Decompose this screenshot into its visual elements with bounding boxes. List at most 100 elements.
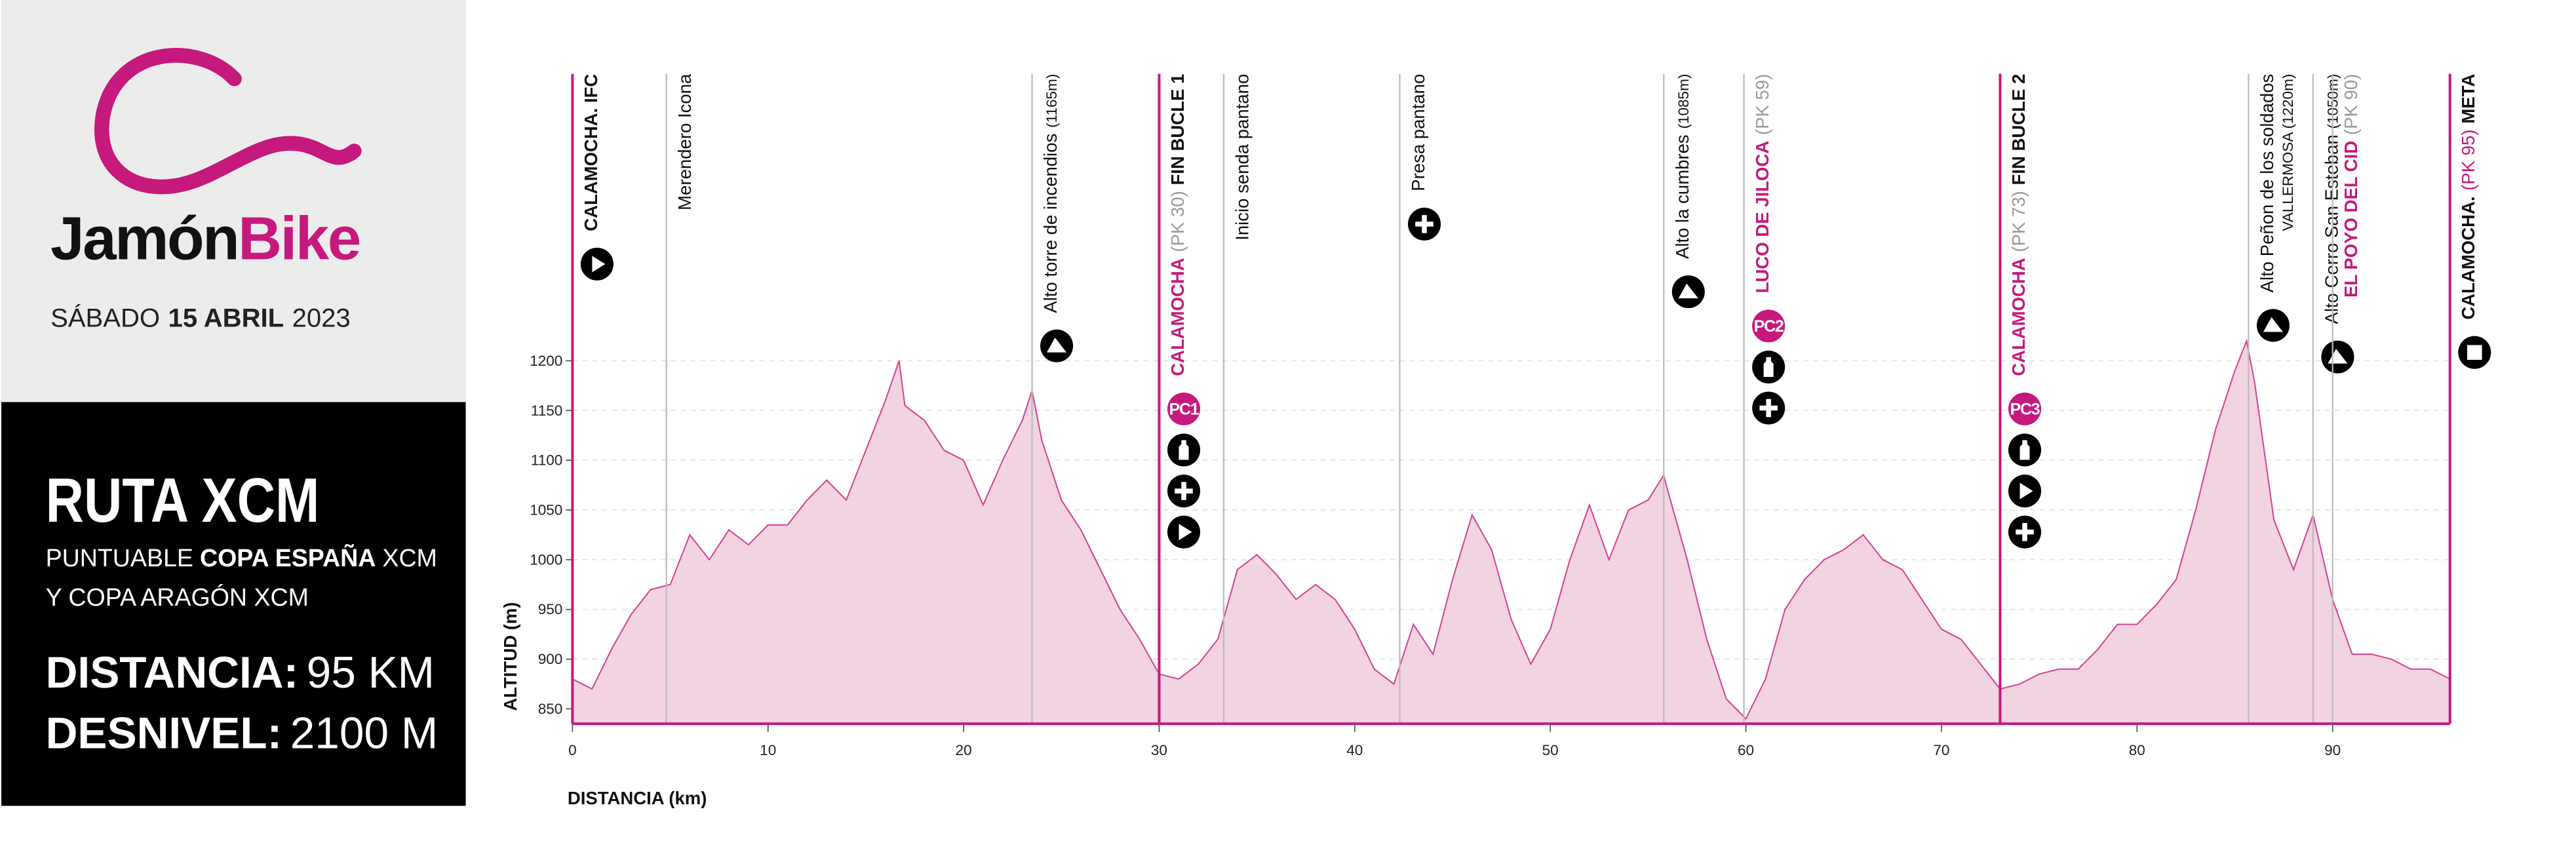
icon-glyph [1759,399,1778,418]
waypoint-label: VALLERMOSA (1220m) [2280,74,2296,231]
label-run: LUCO DE JILOCA [1752,141,1772,294]
label-run: (PK 95) [2458,129,2478,190]
checkpoint-label: PC3 [2010,401,2040,419]
x-tick-label: 30 [1151,742,1167,758]
label-run: CALAMOCHA [2008,258,2029,376]
y-tick-label: 1150 [531,402,562,419]
date: SÁBADO 15 ABRIL 2023 [50,303,351,332]
x-tick-label: 90 [2324,742,2341,758]
logo: JamónBike [50,205,360,273]
waypoint-label: Alto torre de incendios (1165m) [1040,74,1061,313]
logo-swirl [94,48,362,195]
y-tick-label: 850 [538,701,563,717]
y-tick-label: 1050 [530,501,562,518]
label-run: Alto Peñon de los soldados [2257,74,2277,293]
waypoint-label: Alto Peñon de los soldados [2257,74,2277,293]
icon-glyph [1047,338,1067,353]
waypoint-label: Merendero Icona [674,73,695,210]
waypoint-label: CALAMOCHA (PK 73) FIN BUCLE 2 [2008,74,2029,376]
label-run: Alto Cerro San Esteban [2321,134,2341,324]
x-tick-label: 50 [1542,742,1559,758]
label-run: (PK 90) [2341,74,2361,135]
waypoint-label: CALAMOCHA (PK 30) FIN BUCLE 1 [1167,74,1188,376]
waypoint-label: EL POYO DEL CID (PK 90) [2341,74,2361,298]
route-title: RUTA XCM [46,465,320,536]
icon-glyph [1179,524,1192,541]
label-run: Merendero Icona [674,73,695,210]
y-tick-label: 1200 [530,353,562,369]
label-run: VALLERMOSA (1220m) [2280,74,2296,231]
label-run: FIN BUCLE 2 [2008,74,2029,186]
y-tick-label: 900 [538,651,563,667]
label-run: (1085m) [1675,74,1692,129]
icon-glyph [1678,283,1698,299]
distance-label: DISTANCIA: [46,648,299,697]
elevation-gain: DESNIVEL: 2100 M [46,709,439,758]
distance: DISTANCIA: 95 KM [46,648,435,697]
y-axis-label: ALTITUD (m) [500,602,520,711]
checkpoint-badge [2008,392,2042,425]
elevation-value: 2100 M [290,709,438,758]
waypoint-label: Alto la cumbres (1085m) [1672,74,1692,259]
subtitle-line: Y COPA ARAGÓN XCM [46,583,309,611]
label-run: CALAMOCHA. IFC [581,74,601,231]
label-run: Alto la cumbres [1672,134,1692,259]
x-tick-label: 40 [1346,742,1363,758]
distance-value: 95 KM [307,648,435,697]
elevation-label: DESNIVEL: [46,709,283,758]
date-part: 2023 [292,303,351,332]
label-run: (1165m) [1044,74,1060,128]
label-run: Inicio senda pantano [1232,74,1252,241]
waypoint-label: Inicio senda pantano [1232,74,1252,241]
subtitle-part: XCM [382,544,437,572]
icon-glyph [1179,440,1189,460]
icon-glyph [2467,345,2482,360]
elevation-area [572,341,2450,724]
checkpoint-label: PC1 [1169,401,1200,419]
icon-glyph [2016,522,2034,541]
waypoint-label: CALAMOCHA. (PK 95) META [2458,74,2478,320]
x-tick-label: 70 [1933,742,1949,758]
label-run: (PK 73) [2008,191,2029,252]
label-run: Presa pantano [1408,74,1428,191]
date-part: SÁBADO [50,303,160,332]
waypoint-label: Alto Cerro San Esteban(1050m) [2321,74,2341,324]
checkpoint-badge [1752,309,1786,343]
subtitle-part: PUNTUABLE [46,544,193,572]
label-run: FIN BUCLE 1 [1167,74,1188,186]
checkpoint-label: PC2 [1754,317,1784,336]
icon-glyph [2020,440,2030,460]
x-tick-label: 10 [760,742,776,758]
label-run: CALAMOCHA [1167,258,1188,376]
header-panel [1,0,466,402]
x-axis-label: DISTANCIA (km) [568,788,707,808]
logo-word: Bike [238,205,360,273]
label-run: (PK 59) [1752,74,1772,135]
subtitle-line: PUNTUABLE COPA ESPAÑA XCM [46,544,437,572]
label-run: META [2458,74,2478,124]
x-tick-label: 60 [1738,742,1754,758]
icon-glyph [1763,357,1774,377]
checkpoint-badge [1167,392,1201,425]
x-tick-label: 80 [2129,742,2145,758]
elevation-line [572,338,2451,720]
label-run: EL POYO DEL CID [2341,141,2361,298]
y-tick-label: 1100 [531,452,562,469]
icon-glyph [2020,482,2033,499]
label-run: (PK 30) [1167,191,1188,252]
subtitle-part: COPA ESPAÑA [200,544,376,572]
waypoint-label: Presa pantano [1408,74,1428,191]
icon-glyph [2263,317,2283,332]
icon-glyph [592,256,606,273]
icon-glyph [1415,215,1434,233]
route-panel [1,402,466,806]
waypoint-label: CALAMOCHA. IFC [581,74,601,231]
icon-glyph [1175,482,1193,500]
y-tick-label: 1000 [530,551,562,568]
label-run: Alto torre de incendios [1040,134,1061,313]
waypoint-label: LUCO DE JILOCA (PK 59) [1752,74,1772,294]
x-tick-label: 0 [568,742,577,758]
label-run: CALAMOCHA. [2458,196,2478,319]
logo-word: Jamón [50,205,238,273]
